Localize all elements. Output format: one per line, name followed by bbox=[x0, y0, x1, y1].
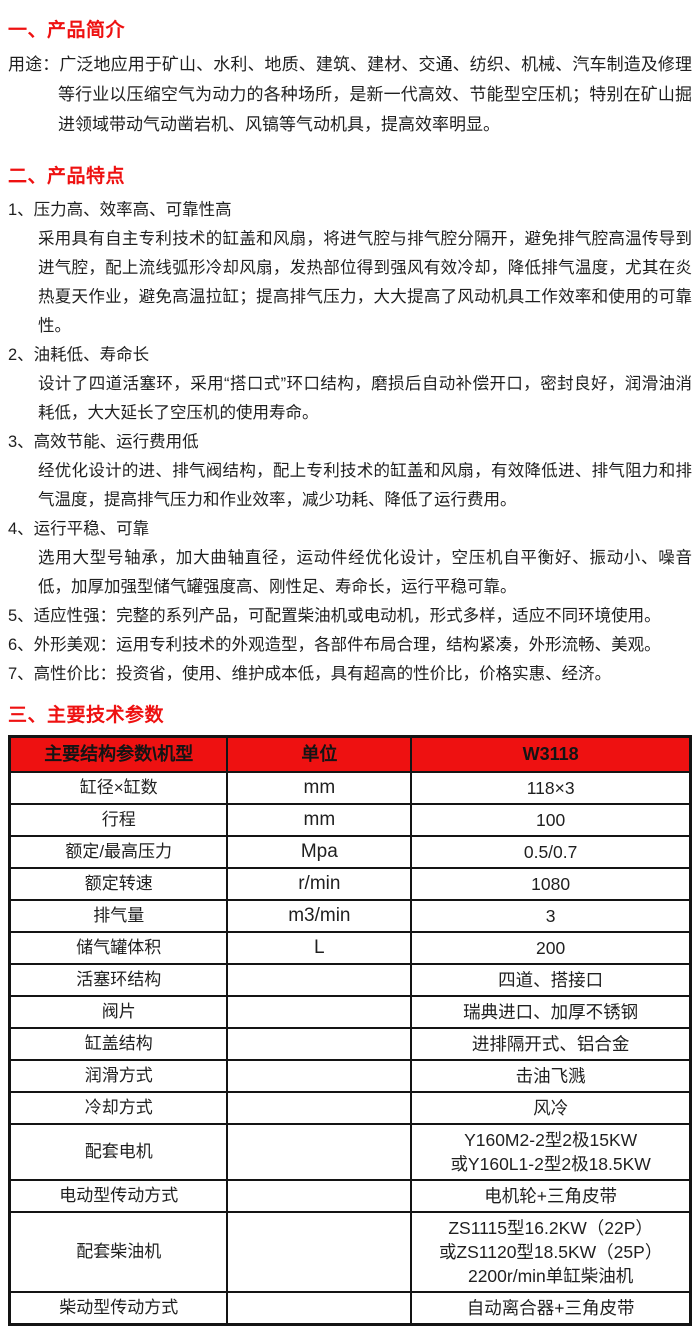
spec-unit-cell bbox=[226, 994, 413, 1029]
spec-value-cell: 100 bbox=[410, 802, 692, 837]
spec-value-cell: 风冷 bbox=[410, 1090, 692, 1125]
spec-row: 额定/最高压力 Mpa 0.5/0.7 bbox=[8, 834, 692, 869]
feature-body: 设计了四道活塞环，采用“搭口式”环口结构，磨损后自动补偿开口，密封良好，润滑油消… bbox=[38, 375, 692, 422]
spec-value-cell: 1080 bbox=[410, 866, 692, 901]
spec-name-cell: 配套柴油机 bbox=[8, 1210, 229, 1293]
feature-item: 6、外形美观：运用专利技术的外观造型，各部件布局合理，结构紧凑，外形流畅、美观。 bbox=[8, 631, 692, 660]
spec-value-cell: Y160M2-2型2极15KW 或Y160L1-2型2极18.5KW bbox=[410, 1122, 692, 1181]
section-specs: 三、主要技术参数 主要结构参数\机型 单位 W3118 缸径×缸数 mm 118×3… bbox=[8, 703, 692, 1326]
spec-header-parameter: 主要结构参数\机型 bbox=[8, 735, 229, 773]
spec-value-cell: 击油飞溅 bbox=[410, 1058, 692, 1093]
features-list: 1、压力高、效率高、可靠性高采用具有自主专利技术的缸盖和风扇，将进气腔与排气腔分… bbox=[8, 196, 692, 689]
spec-unit-cell bbox=[226, 1122, 413, 1181]
spec-unit-cell: m3/min bbox=[226, 898, 413, 933]
spec-row: 润滑方式 击油飞溅 bbox=[8, 1058, 692, 1093]
spec-row: 配套电机 Y160M2-2型2极15KW 或Y160L1-2型2极18.5KW bbox=[8, 1122, 692, 1181]
intro-usage-label: 用途： bbox=[8, 55, 60, 74]
spec-header-unit: 单位 bbox=[226, 735, 413, 773]
feature-item: 3、高效节能、运行费用低经优化设计的进、排气阀结构，配上专利技术的缸盖和风扇，有… bbox=[8, 428, 692, 515]
feature-title: 6、外形美观：运用专利技术的外观造型，各部件布局合理，结构紧凑，外形流畅、美观。 bbox=[8, 636, 661, 654]
spec-name-cell: 缸径×缸数 bbox=[8, 770, 229, 805]
spec-value-cell: 电机轮+三角皮带 bbox=[410, 1178, 692, 1213]
spec-header-model: W3118 bbox=[410, 735, 692, 773]
section-intro: 一、产品简介 用途：广泛地应用于矿山、水利、地质、建筑、建材、交通、纺织、机械、… bbox=[8, 18, 692, 140]
specs-table: 主要结构参数\机型 单位 W3118 缸径×缸数 mm 118×3 行程 mm 100 额定… bbox=[8, 735, 692, 1326]
spec-name-cell: 排气量 bbox=[8, 898, 229, 933]
specs-table-body: 缸径×缸数 mm 118×3 行程 mm 100 额定/最高压力 Mpa 0.5/0.7 额定转速… bbox=[8, 770, 692, 1325]
spec-name-cell: 润滑方式 bbox=[8, 1058, 229, 1093]
spec-row: 额定转速 r/min 1080 bbox=[8, 866, 692, 901]
feature-item: 5、适应性强：完整的系列产品，可配置柴油机或电动机，形式多样，适应不同环境使用。 bbox=[8, 602, 692, 631]
spec-value-cell: 进排隔开式、铝合金 bbox=[410, 1026, 692, 1061]
spec-name-cell: 缸盖结构 bbox=[8, 1026, 229, 1061]
spec-row: 活塞环结构 四道、搭接口 bbox=[8, 962, 692, 997]
feature-title: 7、高性价比：投资省，使用、维护成本低，具有超高的性价比，价格实惠、经济。 bbox=[8, 665, 612, 683]
spec-unit-cell: L bbox=[226, 930, 413, 965]
spec-value-cell: 0.5/0.7 bbox=[410, 834, 692, 869]
spec-value-cell: 3 bbox=[410, 898, 692, 933]
feature-title: 3、高效节能、运行费用低 bbox=[8, 433, 199, 451]
spec-unit-cell: r/min bbox=[226, 866, 413, 901]
spec-unit-cell: Mpa bbox=[226, 834, 413, 869]
specs-header-row: 主要结构参数\机型 单位 W3118 bbox=[8, 735, 692, 773]
intro-paragraph: 用途：广泛地应用于矿山、水利、地质、建筑、建材、交通、纺织、机械、汽车制造及修理… bbox=[8, 50, 692, 140]
spec-name-cell: 额定/最高压力 bbox=[8, 834, 229, 869]
spec-name-cell: 额定转速 bbox=[8, 866, 229, 901]
intro-heading: 一、产品简介 bbox=[8, 20, 126, 41]
specs-heading: 三、主要技术参数 bbox=[8, 705, 165, 726]
feature-item: 2、油耗低、寿命长设计了四道活塞环，采用“搭口式”环口结构，磨损后自动补偿开口，… bbox=[8, 341, 692, 428]
features-heading: 二、产品特点 bbox=[8, 166, 126, 187]
feature-body: 选用大型号轴承，加大曲轴直径，运动件经优化设计，空压机自平衡好、振动小、噪音低，… bbox=[38, 549, 692, 596]
spec-row: 电动型传动方式 电机轮+三角皮带 bbox=[8, 1178, 692, 1213]
spec-name-cell: 阀片 bbox=[8, 994, 229, 1029]
spec-value-cell: 自动离合器+三角皮带 bbox=[410, 1290, 692, 1325]
spec-value-cell: 118×3 bbox=[410, 770, 692, 805]
spec-row: 储气罐体积 L 200 bbox=[8, 930, 692, 965]
feature-item: 1、压力高、效率高、可靠性高采用具有自主专利技术的缸盖和风扇，将进气腔与排气腔分… bbox=[8, 196, 692, 341]
spec-unit-cell bbox=[226, 1178, 413, 1213]
spec-unit-cell: mm bbox=[226, 770, 413, 805]
spec-row: 阀片 瑞典进口、加厚不锈钢 bbox=[8, 994, 692, 1029]
feature-item: 4、运行平稳、可靠选用大型号轴承，加大曲轴直径，运动件经优化设计，空压机自平衡好… bbox=[8, 515, 692, 602]
spec-unit-cell: mm bbox=[226, 802, 413, 837]
spec-row: 冷却方式 风冷 bbox=[8, 1090, 692, 1125]
feature-title: 4、运行平稳、可靠 bbox=[8, 520, 150, 538]
spec-row: 缸径×缸数 mm 118×3 bbox=[8, 770, 692, 805]
spec-name-cell: 电动型传动方式 bbox=[8, 1178, 229, 1213]
spec-name-cell: 储气罐体积 bbox=[8, 930, 229, 965]
spec-unit-cell bbox=[226, 1210, 413, 1293]
spec-value-cell: 200 bbox=[410, 930, 692, 965]
spec-row: 柴动型传动方式 自动离合器+三角皮带 bbox=[8, 1290, 692, 1325]
feature-title: 1、压力高、效率高、可靠性高 bbox=[8, 201, 232, 219]
spec-unit-cell bbox=[226, 962, 413, 997]
spec-name-cell: 配套电机 bbox=[8, 1122, 229, 1181]
spec-row: 排气量 m3/min 3 bbox=[8, 898, 692, 933]
spec-name-cell: 冷却方式 bbox=[8, 1090, 229, 1125]
spec-name-cell: 柴动型传动方式 bbox=[8, 1290, 229, 1325]
spec-name-cell: 行程 bbox=[8, 802, 229, 837]
spec-row: 缸盖结构 进排隔开式、铝合金 bbox=[8, 1026, 692, 1061]
spec-value-cell: 瑞典进口、加厚不锈钢 bbox=[410, 994, 692, 1029]
spec-name-cell: 活塞环结构 bbox=[8, 962, 229, 997]
spec-value-cell: 四道、搭接口 bbox=[410, 962, 692, 997]
intro-body-text: 广泛地应用于矿山、水利、地质、建筑、建材、交通、纺织、机械、汽车制造及修理等行业… bbox=[58, 55, 693, 134]
spec-unit-cell bbox=[226, 1026, 413, 1061]
spec-value-cell: ZS1115型16.2KW（22P） 或ZS1120型18.5KW（25P） 2… bbox=[410, 1210, 692, 1293]
section-features: 二、产品特点 1、压力高、效率高、可靠性高采用具有自主专利技术的缸盖和风扇，将进… bbox=[8, 164, 692, 689]
spec-unit-cell bbox=[226, 1058, 413, 1093]
spec-row: 行程 mm 100 bbox=[8, 802, 692, 837]
spec-unit-cell bbox=[226, 1290, 413, 1325]
spec-row: 配套柴油机 ZS1115型16.2KW（22P） 或ZS1120型18.5KW（2… bbox=[8, 1210, 692, 1293]
feature-title: 2、油耗低、寿命长 bbox=[8, 346, 150, 364]
feature-body: 经优化设计的进、排气阀结构，配上专利技术的缸盖和风扇，有效降低进、排气阻力和排气… bbox=[38, 462, 692, 509]
feature-item: 7、高性价比：投资省，使用、维护成本低，具有超高的性价比，价格实惠、经济。 bbox=[8, 660, 692, 689]
feature-body: 采用具有自主专利技术的缸盖和风扇，将进气腔与排气腔分隔开，避免排气腔高温传导到进… bbox=[38, 230, 692, 335]
feature-title: 5、适应性强：完整的系列产品，可配置柴油机或电动机，形式多样，适应不同环境使用。 bbox=[8, 607, 661, 625]
spec-unit-cell bbox=[226, 1090, 413, 1125]
